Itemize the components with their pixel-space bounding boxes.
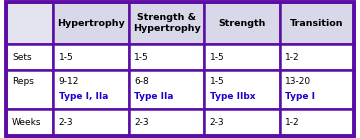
- Bar: [129, 2, 204, 44]
- Bar: [129, 70, 204, 109]
- Bar: [129, 44, 204, 70]
- Text: Strength &
Hypertrophy: Strength & Hypertrophy: [133, 13, 201, 33]
- Text: Strength: Strength: [219, 19, 266, 28]
- Text: 1-2: 1-2: [285, 118, 300, 127]
- Text: 1-5: 1-5: [134, 53, 149, 62]
- Text: 6-8: 6-8: [134, 77, 149, 86]
- Text: Type I, IIa: Type I, IIa: [59, 92, 108, 101]
- Text: Hypertrophy: Hypertrophy: [57, 19, 125, 28]
- Bar: [280, 2, 354, 44]
- Text: 13-20: 13-20: [285, 77, 311, 86]
- Text: Type IIa: Type IIa: [134, 92, 174, 101]
- Text: 1-5: 1-5: [210, 77, 224, 86]
- Bar: [204, 70, 280, 109]
- Text: Sets: Sets: [12, 53, 32, 62]
- Text: 2-3: 2-3: [210, 118, 224, 127]
- Bar: [6, 2, 53, 44]
- Bar: [204, 44, 280, 70]
- Bar: [53, 44, 129, 70]
- Bar: [280, 70, 354, 109]
- Bar: [6, 109, 53, 136]
- Text: Type I: Type I: [285, 92, 315, 101]
- Bar: [6, 44, 53, 70]
- Text: Weeks: Weeks: [12, 118, 42, 127]
- Text: 2-3: 2-3: [59, 118, 73, 127]
- Text: Type IIbx: Type IIbx: [210, 92, 255, 101]
- Text: 1-5: 1-5: [59, 53, 73, 62]
- Text: 1-2: 1-2: [285, 53, 300, 62]
- Bar: [280, 44, 354, 70]
- Bar: [6, 70, 53, 109]
- Bar: [53, 2, 129, 44]
- Bar: [53, 70, 129, 109]
- Bar: [129, 109, 204, 136]
- Bar: [280, 109, 354, 136]
- Text: Reps: Reps: [12, 77, 34, 86]
- Text: Transition: Transition: [290, 19, 343, 28]
- Bar: [204, 2, 280, 44]
- Text: 2-3: 2-3: [134, 118, 149, 127]
- Text: 1-5: 1-5: [210, 53, 224, 62]
- Text: 9-12: 9-12: [59, 77, 79, 86]
- Bar: [204, 109, 280, 136]
- Bar: [53, 109, 129, 136]
